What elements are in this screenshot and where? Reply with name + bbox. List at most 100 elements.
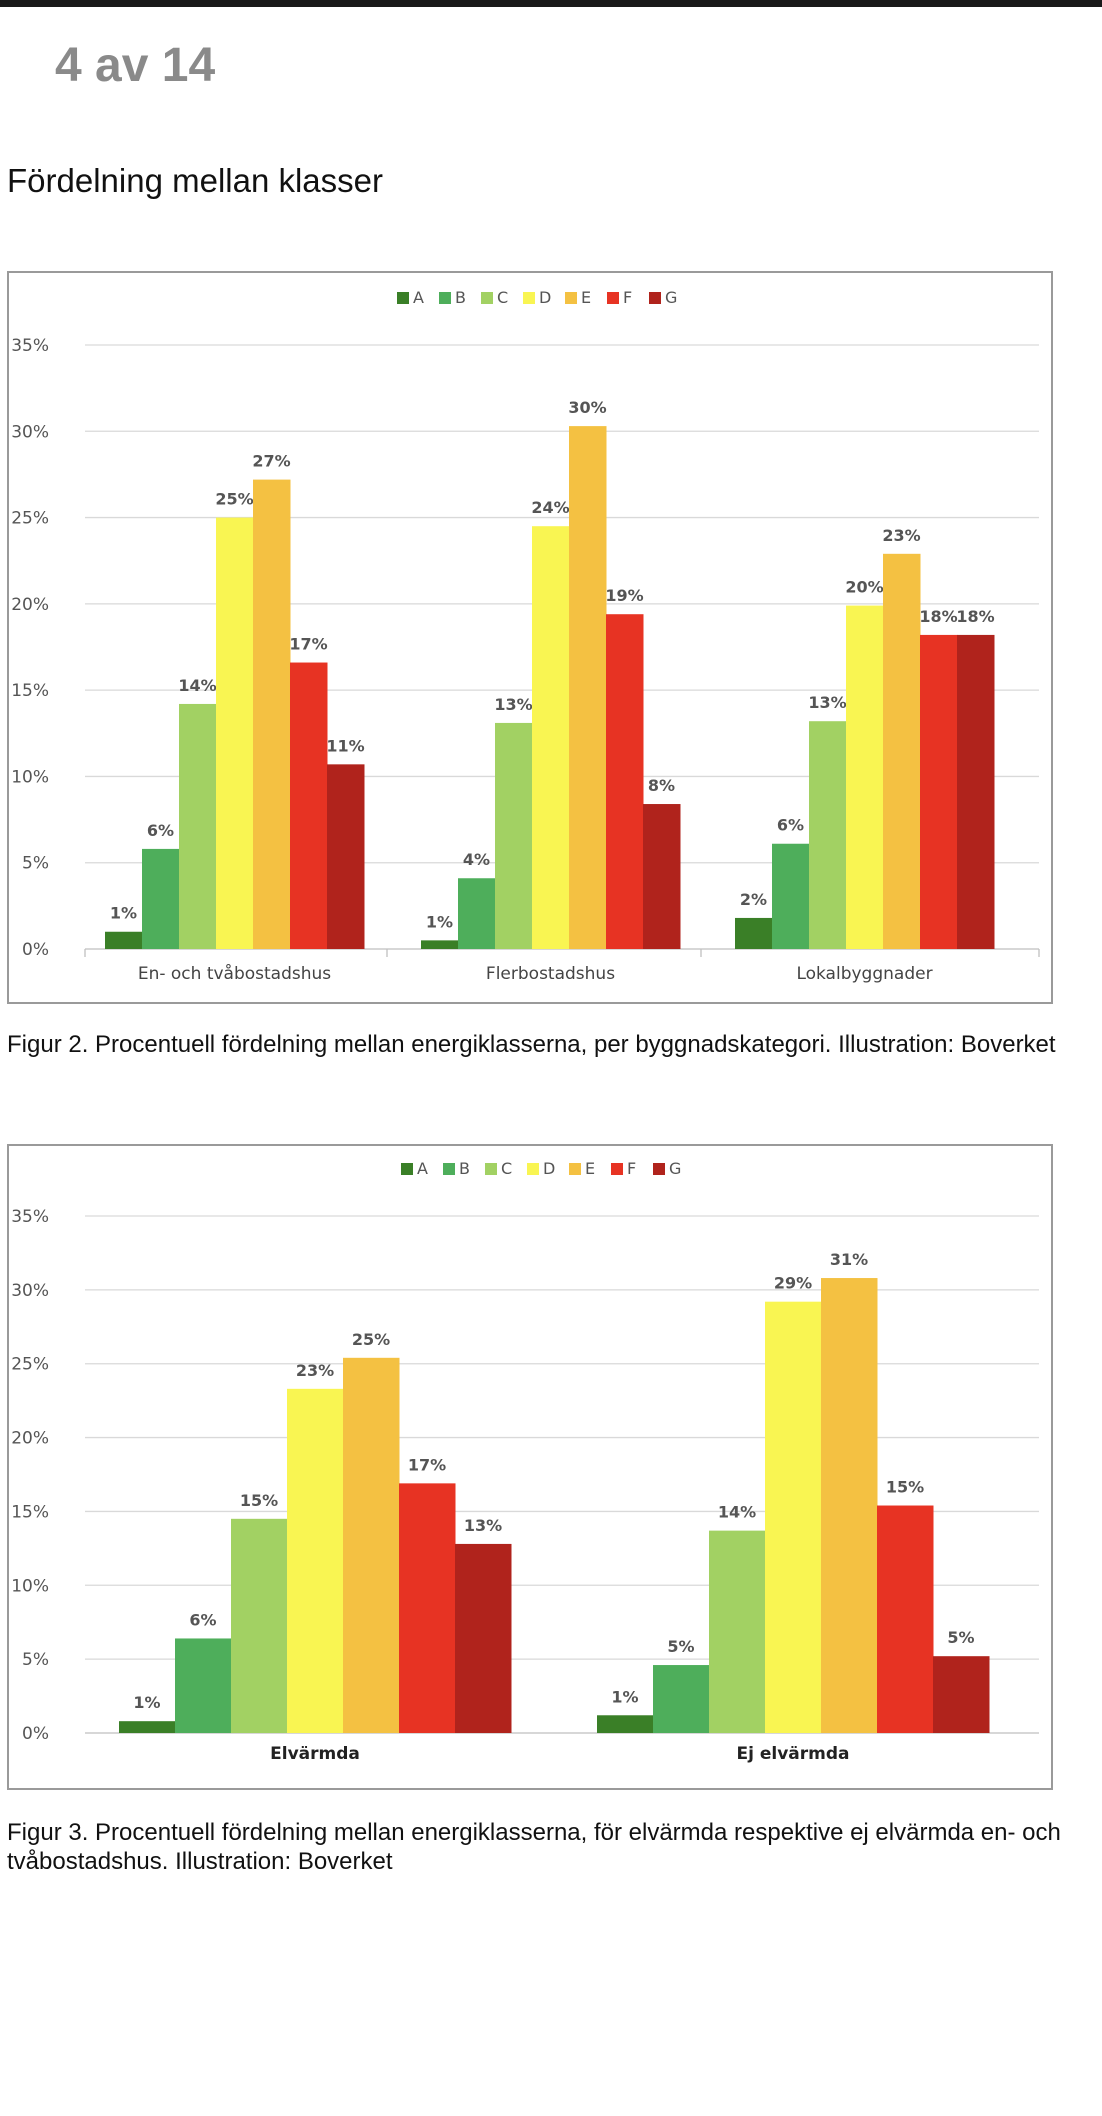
legend-swatch-g — [653, 1163, 665, 1175]
bar-e-flerbostadshus — [569, 426, 607, 949]
legend-label-e: E — [585, 1159, 595, 1178]
legend-swatch-f — [611, 1163, 623, 1175]
y-tick-label: 25% — [11, 509, 49, 529]
bar-f-elvärmda — [399, 1483, 456, 1733]
legend-label-d: D — [539, 288, 551, 307]
data-label: 31% — [830, 1250, 868, 1269]
data-label: 23% — [882, 526, 920, 545]
bar-b-ej-elvärmda — [653, 1665, 710, 1733]
page-indicator: 4 av 14 — [55, 39, 216, 92]
data-label: 17% — [289, 635, 327, 654]
data-label: 8% — [648, 776, 675, 795]
bar-d-ej-elvärmda — [765, 1301, 822, 1733]
y-tick-label: 35% — [11, 1207, 49, 1227]
bar-c-lokalbyggnader — [809, 721, 847, 949]
bar-e-lokalbyggnader — [883, 553, 921, 949]
data-label: 1% — [110, 904, 137, 923]
y-tick-label: 5% — [22, 1650, 49, 1670]
legend-label-b: B — [459, 1159, 470, 1178]
y-tick-label: 15% — [11, 1502, 49, 1522]
bar-b-flerbostadshus — [458, 878, 496, 949]
bar-b-en-och-tvåbostadshus — [142, 848, 180, 949]
data-label: 5% — [667, 1637, 694, 1656]
figure3-caption: Figur 3. Procentuell fördelning mellan e… — [7, 1819, 1061, 1875]
legend-swatch-c — [485, 1163, 497, 1175]
legend-swatch-d — [523, 292, 535, 304]
legend-label-b: B — [455, 288, 466, 307]
y-tick-label: 20% — [11, 595, 49, 615]
category-label: Ej elvärmda — [736, 1744, 849, 1764]
data-label: 15% — [886, 1478, 924, 1497]
y-tick-label: 0% — [22, 940, 49, 960]
bar-c-ej-elvärmda — [709, 1530, 766, 1733]
data-label: 6% — [777, 816, 804, 835]
bar-e-elvärmda — [343, 1357, 400, 1733]
y-tick-label: 15% — [11, 681, 49, 701]
legend-swatch-c — [481, 292, 493, 304]
legend-label-g: G — [665, 288, 677, 307]
y-tick-label: 35% — [11, 336, 49, 356]
data-label: 18% — [956, 607, 994, 626]
data-label: 1% — [611, 1687, 638, 1706]
top-bar — [0, 0, 1102, 7]
data-label: 27% — [252, 452, 290, 471]
bar-a-en-och-tvåbostadshus — [105, 931, 143, 949]
data-label: 23% — [296, 1361, 334, 1380]
legend-label-f: F — [627, 1159, 636, 1178]
legend-swatch-d — [527, 1163, 539, 1175]
data-label: 30% — [568, 398, 606, 417]
data-label: 13% — [808, 693, 846, 712]
y-tick-label: 30% — [11, 1281, 49, 1301]
bar-d-lokalbyggnader — [846, 605, 884, 949]
bar-a-lokalbyggnader — [735, 917, 773, 949]
data-label: 6% — [189, 1610, 216, 1629]
chart-heating-type: 0% 5% 10% 15% 20% 25% 30% 35% A B C D E F G 1% 6% 15% 23% 2… — [7, 1144, 1053, 1790]
bar-b-elvärmda — [175, 1638, 232, 1733]
data-label: 11% — [326, 736, 364, 755]
bar-g-en-och-tvåbostadshus — [327, 764, 365, 949]
category-label: En- och tvåbostadshus — [138, 963, 331, 984]
category-label: Elvärmda — [270, 1744, 360, 1764]
legend-label-a: A — [417, 1159, 428, 1178]
data-label: 19% — [605, 586, 643, 605]
bar-g-elvärmda — [455, 1543, 512, 1733]
legend-label-a: A — [413, 288, 424, 307]
bar-e-ej-elvärmda — [821, 1278, 878, 1733]
data-label: 13% — [464, 1516, 502, 1535]
legend-label-g: G — [669, 1159, 681, 1178]
bar-c-en-och-tvåbostadshus — [179, 703, 217, 949]
y-tick-label: 30% — [11, 422, 49, 442]
data-label: 6% — [147, 821, 174, 840]
bar-g-ej-elvärmda — [933, 1656, 990, 1733]
bar-a-elvärmda — [119, 1721, 176, 1733]
chart-building-category: 0% 5% 10% 15% 20% 25% 30% 35% A B C D E F G 1% 6% 14% 25% 2… — [7, 271, 1053, 1004]
legend-label-f: F — [623, 288, 632, 307]
data-label: 18% — [919, 607, 957, 626]
chart-svg-2: 0% 5% 10% 15% 20% 25% 30% 35% A B C D E F G 1% 6% 15% 23% 2… — [11, 1159, 1039, 1764]
bar-e-en-och-tvåbostadshus — [253, 479, 291, 949]
data-label: 1% — [426, 912, 453, 931]
data-label: 17% — [408, 1455, 446, 1474]
section-heading: Fördelning mellan klasser — [7, 162, 384, 199]
bar-d-elvärmda — [287, 1388, 344, 1733]
y-tick-label: 0% — [22, 1724, 49, 1744]
category-label: Flerbostadshus — [486, 964, 615, 984]
data-label: 15% — [240, 1491, 278, 1510]
bar-a-ej-elvärmda — [597, 1715, 654, 1733]
bar-c-elvärmda — [231, 1518, 288, 1733]
category-label: Lokalbyggnader — [796, 964, 932, 984]
y-tick-label: 10% — [11, 1576, 49, 1596]
y-tick-label: 20% — [11, 1429, 49, 1449]
legend-swatch-f — [607, 292, 619, 304]
y-tick-label: 25% — [11, 1355, 49, 1375]
legend-swatch-g — [649, 292, 661, 304]
bar-f-lokalbyggnader — [920, 634, 958, 949]
data-label: 14% — [718, 1503, 756, 1522]
data-label: 25% — [215, 490, 253, 509]
legend-swatch-b — [439, 292, 451, 304]
y-tick-label: 10% — [11, 767, 49, 787]
bar-a-flerbostadshus — [421, 940, 459, 949]
bar-g-flerbostadshus — [643, 804, 681, 949]
y-tick-label: 5% — [22, 854, 49, 874]
data-label: 4% — [463, 850, 490, 869]
